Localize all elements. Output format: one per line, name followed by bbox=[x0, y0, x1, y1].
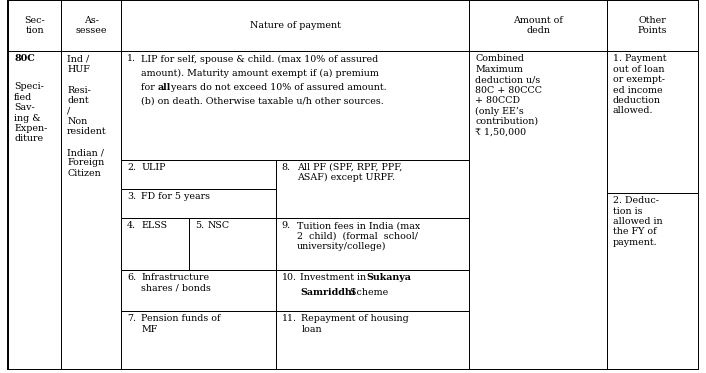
Text: 80C: 80C bbox=[14, 54, 35, 63]
Text: Amount of
dedn: Amount of dedn bbox=[513, 16, 563, 35]
Text: (b) on death. Otherwise taxable u/h other sources.: (b) on death. Otherwise taxable u/h othe… bbox=[141, 97, 384, 106]
Text: for: for bbox=[141, 83, 158, 92]
Text: 3.: 3. bbox=[127, 192, 136, 201]
Text: FD for 5 years: FD for 5 years bbox=[141, 192, 210, 201]
Text: Ind /
HUF

Resi-
dent
/
Non
resident

Indian /
Foreign
Citizen: Ind / HUF Resi- dent / Non resident Indi… bbox=[67, 54, 107, 178]
Bar bbox=[469, 0, 607, 51]
Text: LIP for self, spouse & child. (max 10% of assured: LIP for self, spouse & child. (max 10% o… bbox=[141, 54, 378, 63]
Bar bbox=[121, 0, 469, 51]
Bar bbox=[61, 51, 121, 369]
Text: Samriddhi: Samriddhi bbox=[300, 288, 355, 297]
Bar bbox=[121, 189, 276, 218]
Text: Speci-
fied
Sav-
ing &
Expen-
diture: Speci- fied Sav- ing & Expen- diture bbox=[14, 82, 47, 144]
Bar bbox=[607, 193, 698, 369]
Text: 2. Deduc-
tion is
allowed in
the FY of
payment.: 2. Deduc- tion is allowed in the FY of p… bbox=[613, 196, 662, 247]
Text: 8.: 8. bbox=[282, 163, 291, 172]
Text: 9.: 9. bbox=[282, 221, 291, 230]
Text: Other
Points: Other Points bbox=[638, 16, 667, 35]
Bar bbox=[276, 218, 469, 270]
Text: Sukanya: Sukanya bbox=[366, 273, 411, 282]
Text: 4.: 4. bbox=[127, 221, 136, 230]
Text: 6.: 6. bbox=[127, 273, 136, 282]
Bar bbox=[276, 311, 469, 369]
Text: 2.: 2. bbox=[127, 163, 136, 172]
Text: 1. Payment
out of loan
or exempt-
ed income
deduction
allowed.: 1. Payment out of loan or exempt- ed inc… bbox=[613, 54, 666, 116]
Text: As-
sessee: As- sessee bbox=[76, 16, 107, 35]
Text: ELSS: ELSS bbox=[141, 221, 167, 230]
Bar bbox=[121, 311, 276, 369]
Text: Sec-
tion: Sec- tion bbox=[25, 16, 45, 35]
Bar bbox=[189, 218, 276, 270]
Bar bbox=[276, 270, 469, 311]
Bar bbox=[121, 51, 469, 160]
Text: Repayment of housing
loan: Repayment of housing loan bbox=[301, 314, 409, 334]
Text: All PF (SPF, RPF, PPF,
ASAF) except URPF.: All PF (SPF, RPF, PPF, ASAF) except URPF… bbox=[297, 163, 402, 182]
Text: Infrastructure
shares / bonds: Infrastructure shares / bonds bbox=[141, 273, 211, 293]
Text: 10.: 10. bbox=[282, 273, 297, 282]
Text: ULIP: ULIP bbox=[141, 163, 166, 172]
Bar bbox=[607, 0, 698, 51]
Bar bbox=[276, 160, 469, 218]
Text: 5.: 5. bbox=[195, 221, 204, 230]
Text: Tuition fees in India (max
2  child)  (formal  school/
university/college): Tuition fees in India (max 2 child) (for… bbox=[297, 221, 420, 251]
Bar bbox=[121, 270, 276, 311]
Text: Scheme: Scheme bbox=[347, 288, 388, 297]
Text: 1.: 1. bbox=[127, 54, 136, 63]
Text: years do not exceed 10% of assured amount.: years do not exceed 10% of assured amoun… bbox=[168, 83, 387, 92]
Bar bbox=[469, 51, 607, 369]
Bar bbox=[61, 0, 121, 51]
Text: 11.: 11. bbox=[282, 314, 297, 323]
Bar bbox=[8, 0, 61, 51]
Bar bbox=[8, 51, 61, 369]
Text: 7.: 7. bbox=[127, 314, 136, 323]
Text: Investment in: Investment in bbox=[300, 273, 369, 282]
Text: NSC: NSC bbox=[208, 221, 229, 230]
Text: amount). Maturity amount exempt if (a) premium: amount). Maturity amount exempt if (a) p… bbox=[141, 69, 379, 78]
Text: Pension funds of
MF: Pension funds of MF bbox=[141, 314, 221, 334]
Bar bbox=[121, 160, 276, 189]
Text: Combined
Maximum
deduction u/s
80C + 80CCC
+ 80CCD
(only EE’s
contribution)
₹ 1,: Combined Maximum deduction u/s 80C + 80C… bbox=[475, 54, 542, 137]
Bar bbox=[121, 218, 189, 270]
Bar bbox=[607, 51, 698, 193]
Text: Nature of payment: Nature of payment bbox=[250, 21, 341, 30]
Text: all: all bbox=[157, 83, 171, 92]
